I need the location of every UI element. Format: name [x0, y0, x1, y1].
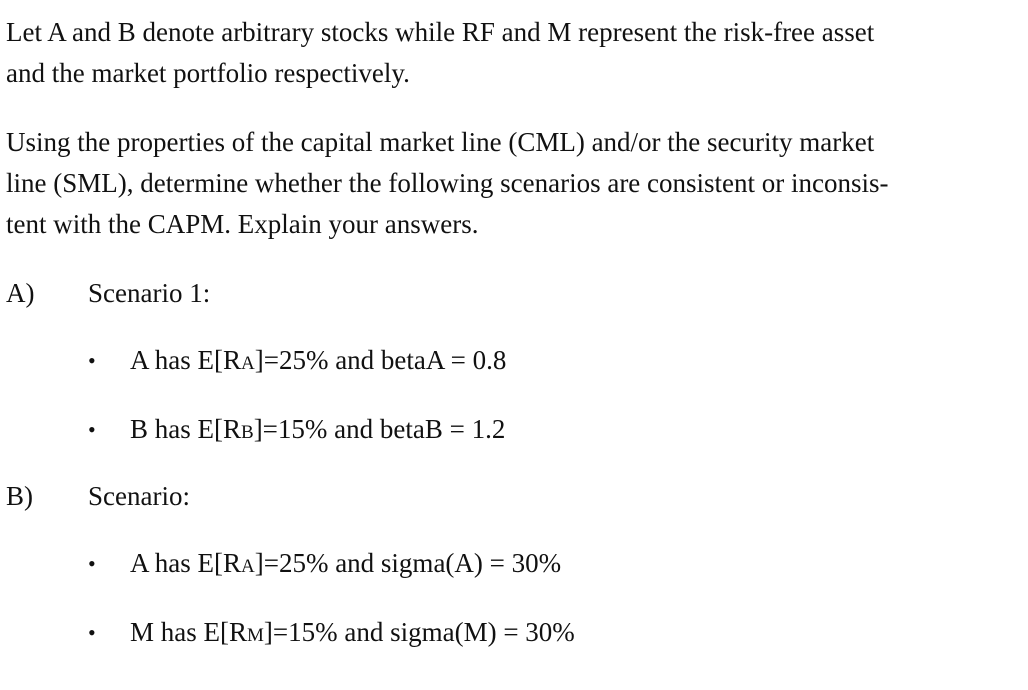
list-item: • B has E[RB]=15% and betaB = 1.2	[6, 409, 1016, 450]
bullet-icon: •	[88, 620, 96, 645]
list-item-text: A has E[RA]=25% and sigma(A) = 30%	[130, 543, 561, 587]
list-item-text: A has E[RA]=25% and betaA = 0.8	[130, 340, 506, 384]
list-item-text-end: ]=25% and betaA = 0.8	[254, 345, 507, 375]
list-item-text: M has E[RM]=15% and sigma(M) = 30%	[130, 612, 575, 656]
list-item-text-start: B has E[R	[130, 414, 241, 444]
subscript: M	[247, 625, 264, 646]
section-label: B)	[6, 481, 33, 511]
subscript: A	[241, 353, 255, 374]
list-item-text-end: ]=15% and betaB = 1.2	[253, 414, 506, 444]
list-item-text: B has E[RB]=15% and betaB = 1.2	[130, 409, 505, 453]
bullet-icon: •	[88, 551, 96, 576]
list-item-text-end: ]=25% and sigma(A) = 30%	[254, 548, 562, 578]
list-item-text-end: ]=15% and sigma(M) = 30%	[263, 617, 575, 647]
intro-line: Let A and B denote arbitrary stocks whil…	[6, 17, 875, 47]
list-item-text-start: A has E[R	[130, 548, 241, 578]
section-label: A)	[6, 278, 35, 308]
subscript: B	[241, 422, 254, 443]
subscript: A	[241, 556, 255, 577]
list-item-text-start: A has E[R	[130, 345, 241, 375]
intro-line: and the market portfolio respectively.	[6, 58, 410, 88]
list-item: • A has E[RA]=25% and sigma(A) = 30%	[6, 543, 1016, 584]
section-title: Scenario:	[88, 481, 190, 511]
list-item: • A has E[RA]=25% and betaA = 0.8	[6, 340, 1016, 381]
list-item: • M has E[RM]=15% and sigma(M) = 30%	[6, 612, 1016, 653]
section-b-heading: B) Scenario:	[6, 476, 1016, 517]
section-a-heading: A) Scenario 1:	[6, 273, 1016, 314]
question-paragraph: Using the properties of the capital mark…	[6, 122, 1016, 245]
list-item-text-start: M has E[R	[130, 617, 247, 647]
question-line: Using the properties of the capital mark…	[6, 127, 875, 157]
bullet-icon: •	[88, 417, 96, 442]
question-line: tent with the CAPM. Explain your answers…	[6, 209, 479, 239]
section-title: Scenario 1:	[88, 278, 211, 308]
question-line: line (SML), determine whether the follow…	[6, 168, 889, 198]
intro-paragraph: Let A and B denote arbitrary stocks whil…	[6, 12, 1016, 94]
document: Let A and B denote arbitrary stocks whil…	[6, 12, 1016, 653]
bullet-icon: •	[88, 348, 96, 373]
